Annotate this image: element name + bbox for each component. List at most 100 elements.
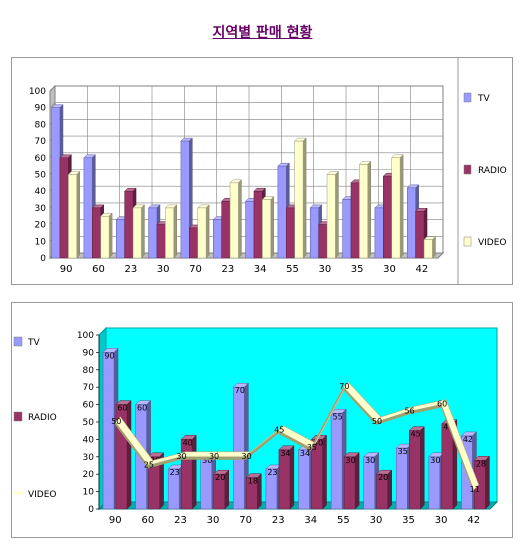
chart-2-frame: 0102030405060708090100906090603060234023… — [11, 302, 513, 538]
chart-2-line-edge-video — [213, 456, 246, 460]
chart-1-bar-video-front — [326, 174, 336, 259]
chart-2-data-label: 34 — [280, 449, 290, 458]
chart-2-data-label: 28 — [476, 459, 486, 468]
chart-2-bar-radio — [147, 452, 165, 510]
chart-2-bar-radio-front — [441, 423, 454, 510]
chart-1-bar-video-front — [423, 239, 433, 259]
chart-1-bar-tv-front — [180, 140, 190, 259]
chart-2-data-label-video: 30 — [176, 452, 186, 461]
chart-2-bar-radio-side — [485, 455, 490, 510]
chart-2-legend-label: RADIO — [28, 413, 57, 423]
chart-1-bar-radio-front — [415, 210, 425, 259]
chart-2-bar-tv-front — [298, 449, 310, 510]
chart-1-x-tick-label: 60 — [92, 264, 105, 275]
chart-1-bar-video — [229, 179, 243, 259]
chart-2-bar-radio-front — [343, 456, 356, 510]
chart-1-bar-tv-front — [115, 219, 125, 259]
chart-2-bar-radio-front — [148, 456, 160, 510]
chart-2-line-edge-video — [408, 404, 442, 415]
chart-1-svg: 0 10 20 30 40 50 60 70 80 90 100 90 60 23 30 70 23 34 55 30… — [29, 58, 507, 284]
chart-2-x-tick-label: 42 — [467, 515, 480, 526]
chart-2-data-label-video: 70 — [339, 382, 349, 391]
chart-1-bar-tv-front — [83, 157, 93, 259]
chart-1-y-tick-label: 40 — [35, 187, 47, 197]
chart-2-bar-radio — [310, 434, 328, 510]
chart-2-data-label: 20 — [215, 473, 225, 482]
chart-1-bar-video-side — [335, 170, 339, 259]
chart-1-bar-video — [294, 137, 307, 259]
chart-1-bar-radio-front — [253, 190, 263, 259]
chart-2-bar-radio-front — [115, 404, 128, 510]
chart-2-bar-tv-front — [265, 468, 278, 510]
chart-2-line-edge-video — [343, 387, 376, 425]
chart-2-bar-radio — [408, 426, 425, 510]
chart-1-bar-radio-front — [221, 200, 231, 259]
chart-2-y-tick-label: 60 — [83, 401, 95, 411]
chart-2-bar-radio-side — [420, 426, 425, 510]
chart-1-bar-radio-front — [156, 224, 166, 259]
chart-2-line-edge-video — [180, 456, 214, 460]
chart-2-bar-radio-side — [191, 434, 197, 510]
chart-1-bar-video-front — [294, 140, 304, 259]
chart-1-y-tick-label: 0 — [40, 254, 46, 264]
chart-1-x-tick-label: 90 — [60, 264, 73, 275]
chart-2-data-label: 70 — [235, 386, 245, 395]
chart-2-bar-radio-front — [278, 449, 291, 510]
chart-2-data-label: 35 — [398, 447, 408, 456]
chart-1-bar-radio-front — [383, 175, 392, 259]
chart-2-bar-radio-front — [246, 477, 258, 510]
chart-2-y-tick-label: 90 — [83, 348, 95, 358]
chart-1-x-tick-label: 30 — [157, 264, 170, 275]
chart-1-x-tick-label: 55 — [286, 264, 299, 275]
chart-1-bar-radio-front — [92, 207, 101, 259]
chart-1-legend-swatch — [463, 92, 472, 103]
chart-2-line-edge-video — [310, 387, 344, 452]
chart-1-bar-tv-front — [212, 219, 222, 259]
chart-1-bar-video — [67, 170, 81, 259]
chart-1-y-tick-label: 80 — [35, 120, 47, 130]
chart-1-bar-radio-front — [350, 182, 360, 259]
chart-1-bar-tv-front — [406, 187, 416, 259]
chart-2-line-edge-video — [375, 411, 409, 425]
chart-1-bar-video-side — [76, 170, 81, 259]
chart-2-bar-radio — [473, 455, 491, 510]
chart-2-bar-radio-side — [289, 445, 295, 510]
chart-1-y-tick-label: 60 — [35, 154, 47, 164]
chart-2-legend-label: TV — [27, 338, 40, 348]
chart-2-data-label: 60 — [117, 404, 127, 413]
chart-2-data-label-video: 30 — [209, 452, 219, 461]
chart-1-bar-video — [100, 212, 113, 259]
chart-1-bar-tv-front — [342, 199, 352, 259]
chart-1-bar-radio-front — [59, 157, 69, 259]
chart-2-line-edge-video — [278, 430, 311, 452]
chart-1-x-tick-label: 30 — [383, 264, 396, 275]
chart-1-bar-tv-front — [277, 165, 287, 259]
chart-2-bar-radio-side — [126, 399, 132, 510]
chart-2-y-tick-label: 40 — [83, 435, 95, 445]
chart-2-legend-swatch — [13, 336, 23, 347]
chart-1-bar-video-front — [229, 182, 239, 259]
chart-2-data-label: 55 — [332, 412, 342, 421]
chart-2-x-tick-label: 55 — [337, 515, 350, 526]
chart-1-bar-radio-front — [189, 227, 198, 259]
chart-1-bar-video-side — [399, 154, 404, 259]
chart-1-bar-video-side — [302, 137, 307, 259]
chart-1-x-tick-label: 30 — [318, 264, 331, 275]
chart-2-data-label: 42 — [463, 435, 473, 444]
chart-1-y-tick-label: 70 — [35, 137, 47, 147]
chart-1-legend-label: VIDEO — [478, 238, 507, 248]
chart-2-bar-radio — [278, 445, 295, 510]
chart-2-y-tick-label: 20 — [83, 470, 95, 480]
chart-1-bar-video-front — [359, 164, 369, 259]
chart-1-y-tick-label: 100 — [29, 87, 46, 97]
chart-2-data-label: 18 — [248, 477, 258, 486]
chart-1-legend-label: RADIO — [478, 166, 507, 176]
chart-1-y-tick-label: 90 — [35, 104, 47, 114]
chart-1-frame: 0 10 20 30 40 50 60 70 80 90 100 90 60 23 30 70 23 34 55 30… — [11, 57, 513, 285]
chart-2-line-edge-video — [147, 456, 181, 469]
chart-1-bar-video-side — [173, 204, 178, 259]
chart-2-data-label-video: 45 — [274, 426, 284, 435]
chart-2-bar-tv — [232, 382, 249, 510]
chart-2-x-tick-label: 90 — [109, 515, 122, 526]
chart-1-legend-swatch — [463, 236, 472, 247]
